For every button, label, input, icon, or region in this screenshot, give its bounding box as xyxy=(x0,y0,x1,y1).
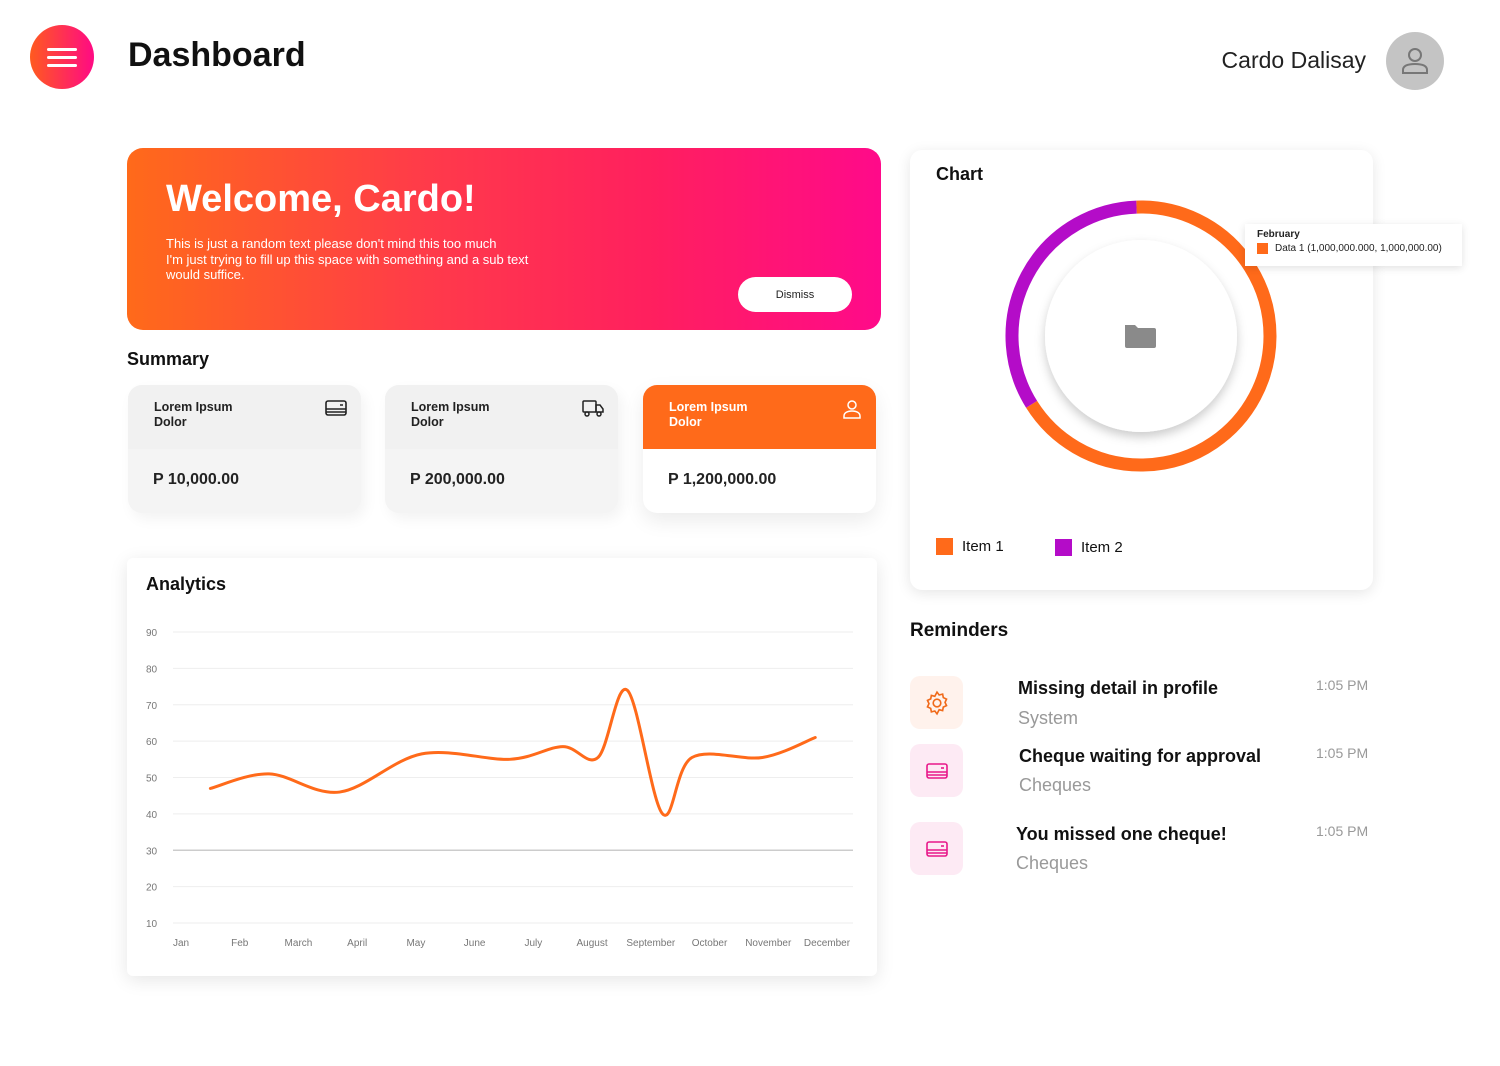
summary-card[interactable]: Lorem Ipsum Dolor P 200,000.00 xyxy=(385,385,618,513)
tooltip-swatch xyxy=(1257,243,1268,254)
reminder-title: Cheque waiting for approval xyxy=(1019,746,1262,766)
x-tick-label: October xyxy=(692,938,728,949)
x-tick-label: June xyxy=(464,938,486,949)
tooltip-title: February xyxy=(1257,229,1300,240)
card-amount: P 10,000.00 xyxy=(153,471,240,488)
legend-item-1[interactable]: Item 1 xyxy=(936,538,1004,555)
chart-title: Chart xyxy=(936,164,984,184)
x-tick-label: Jan xyxy=(173,938,189,949)
folder-icon xyxy=(1125,325,1156,348)
tooltip-text: Data 1 (1,000,000.000, 1,000,000.00) xyxy=(1275,243,1442,254)
card-icon xyxy=(910,822,963,875)
y-tick-label: 10 xyxy=(146,919,158,930)
gear-icon xyxy=(910,676,963,729)
donut-chart xyxy=(1005,200,1277,472)
y-tick-label: 70 xyxy=(146,701,158,712)
user-name[interactable]: Cardo Dalisay xyxy=(1221,47,1366,73)
reminder-item[interactable]: Missing detail in profile System 1:05 PM xyxy=(910,676,1368,729)
card-icon xyxy=(325,400,347,416)
page-title: Dashboard xyxy=(128,36,306,74)
y-tick-label: 20 xyxy=(146,883,158,894)
card-label: Dolor xyxy=(154,415,187,429)
card-amount: P 1,200,000.00 xyxy=(668,471,777,488)
reminders-title: Reminders xyxy=(910,620,1009,641)
x-tick-label: September xyxy=(626,938,676,949)
y-tick-label: 60 xyxy=(146,737,158,748)
dismiss-button[interactable]: Dismiss xyxy=(738,277,852,312)
welcome-banner: Welcome, Cardo! This is just a random te… xyxy=(127,148,881,330)
y-tick-label: 50 xyxy=(146,774,158,785)
x-tick-label: May xyxy=(406,938,425,949)
chart-tooltip: February Data 1 (1,000,000.000, 1,000,00… xyxy=(1245,224,1462,266)
y-tick-label: 40 xyxy=(146,810,158,821)
legend-label: Item 1 xyxy=(962,538,1004,555)
summary-card[interactable]: Lorem Ipsum Dolor P 10,000.00 xyxy=(128,385,361,513)
card-label: Dolor xyxy=(411,415,444,429)
card-label: Dolor xyxy=(669,415,702,429)
welcome-text: This is just a random text please don't … xyxy=(166,236,586,283)
reminder-time: 1:05 PM xyxy=(1316,677,1369,693)
card-icon xyxy=(910,744,963,797)
reminder-title: Missing detail in profile xyxy=(1018,678,1219,698)
summary-card-active[interactable]: Lorem Ipsum Dolor P 1,200,000.00 xyxy=(643,385,876,513)
legend-label: Item 2 xyxy=(1081,539,1123,556)
donut-slice-2 xyxy=(1005,200,1137,408)
welcome-line: would suffice. xyxy=(166,267,245,282)
hamburger-icon-bar xyxy=(47,63,77,67)
legend-item-2[interactable]: Item 2 xyxy=(1055,539,1123,556)
x-tick-label: March xyxy=(285,938,313,949)
x-tick-label: April xyxy=(347,938,367,949)
truck-icon xyxy=(582,400,604,417)
welcome-line: I'm just trying to fill up this space wi… xyxy=(166,251,529,267)
analytics-title: Analytics xyxy=(146,574,227,594)
reminder-item[interactable]: You missed one cheque! Cheques 1:05 PM xyxy=(910,822,1368,875)
x-tick-label: December xyxy=(804,938,851,949)
y-tick-label: 80 xyxy=(146,664,158,675)
card-amount: P 200,000.00 xyxy=(410,471,505,488)
card-label: Lorem Ipsum xyxy=(154,400,233,414)
line-chart: 90 80 70 60 50 40 30 20 10 Jan Feb March April May Jun… xyxy=(146,628,853,949)
x-tick-label: November xyxy=(745,938,792,949)
reminder-time: 1:05 PM xyxy=(1316,823,1369,839)
x-tick-label: August xyxy=(577,938,608,949)
y-tick-label: 30 xyxy=(146,846,158,857)
menu-button[interactable] xyxy=(30,25,94,89)
donut-slice-1 xyxy=(1026,200,1277,472)
summary-title: Summary xyxy=(127,349,210,369)
legend-swatch xyxy=(936,538,953,555)
reminder-category: Cheques xyxy=(1019,775,1092,795)
user-icon xyxy=(843,400,861,419)
avatar[interactable] xyxy=(1386,32,1444,90)
x-tick-label: July xyxy=(524,938,542,949)
reminder-category: Cheques xyxy=(1016,853,1089,873)
hamburger-icon-bar xyxy=(47,55,77,59)
card-label: Lorem Ipsum xyxy=(411,400,490,414)
welcome-line: This is just a random text please don't … xyxy=(166,236,497,251)
reminder-title: You missed one cheque! xyxy=(1016,824,1227,844)
hamburger-icon xyxy=(47,47,77,51)
reminder-category: System xyxy=(1018,708,1079,728)
legend-swatch xyxy=(1055,539,1072,556)
card-label: Lorem Ipsum xyxy=(669,400,748,414)
y-tick-label: 90 xyxy=(146,628,158,639)
x-tick-label: Feb xyxy=(231,938,249,949)
chart-card: Chart Item 1 Item 2 xyxy=(910,150,1373,590)
welcome-title: Welcome, Cardo! xyxy=(166,178,476,220)
user-icon xyxy=(1402,48,1428,74)
analytics-card: Analytics 90 80 70 60 50 40 30 20 10 Jan Feb March A… xyxy=(127,558,877,976)
reminder-time: 1:05 PM xyxy=(1316,745,1369,761)
data-line xyxy=(208,688,817,817)
reminder-item[interactable]: Cheque waiting for approval Cheques 1:05… xyxy=(910,744,1368,797)
